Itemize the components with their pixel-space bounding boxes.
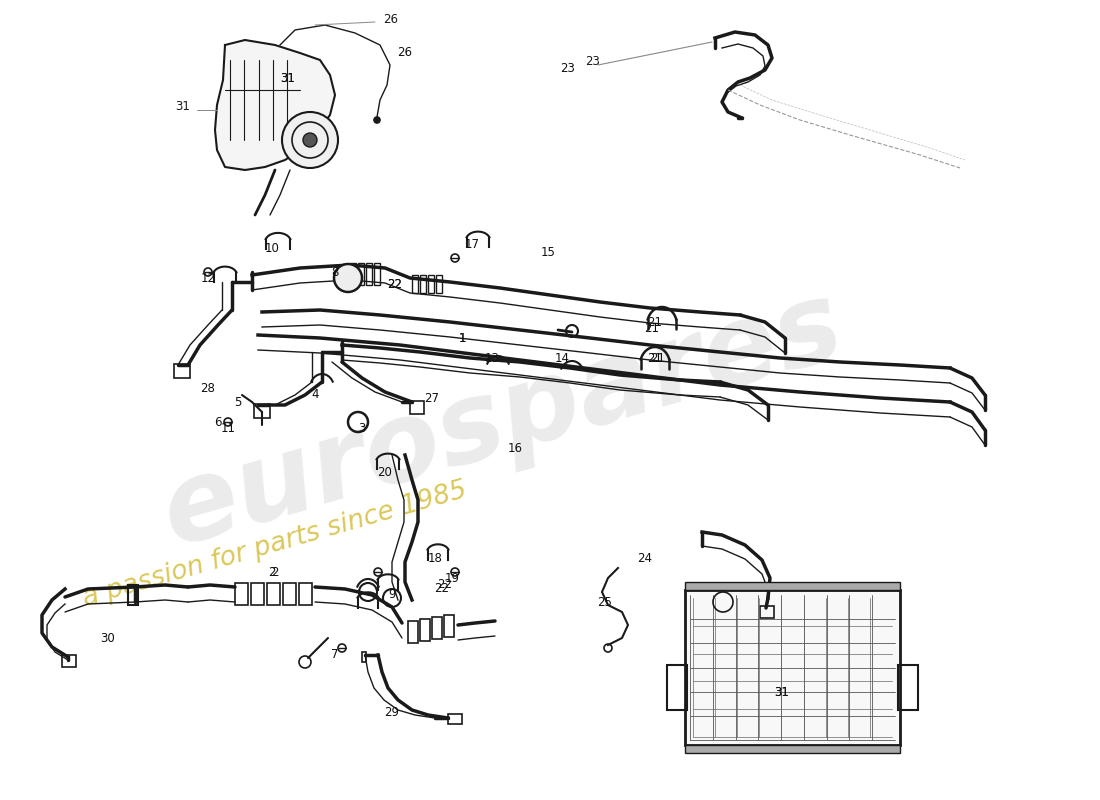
Text: a passion for parts since 1985: a passion for parts since 1985 <box>80 478 470 612</box>
Text: 21: 21 <box>650 351 666 365</box>
Bar <box>366 263 372 285</box>
Bar <box>283 583 296 605</box>
Text: 22: 22 <box>387 278 403 291</box>
Bar <box>685 745 900 753</box>
Text: 27: 27 <box>425 391 440 405</box>
Bar <box>412 275 418 293</box>
Text: 28: 28 <box>200 382 216 394</box>
Text: eurospares: eurospares <box>150 272 855 568</box>
Text: 26: 26 <box>383 13 398 26</box>
Text: 1: 1 <box>459 331 465 345</box>
Bar <box>251 583 264 605</box>
Text: 30: 30 <box>100 631 116 645</box>
Text: 21: 21 <box>648 315 662 329</box>
Text: 23: 23 <box>585 55 600 68</box>
Text: 3: 3 <box>359 422 365 434</box>
Text: 4: 4 <box>311 389 319 402</box>
Text: 31: 31 <box>175 100 190 113</box>
Bar <box>760 606 774 618</box>
Bar <box>254 404 270 418</box>
Text: 16: 16 <box>507 442 522 454</box>
Bar <box>358 263 364 285</box>
Text: 5: 5 <box>234 395 242 409</box>
Bar <box>667 665 688 710</box>
Text: 20: 20 <box>377 466 393 478</box>
Bar <box>420 275 426 293</box>
Bar <box>898 665 918 710</box>
Bar <box>420 619 430 641</box>
Circle shape <box>282 112 338 168</box>
Bar <box>350 263 356 285</box>
Text: 15: 15 <box>540 246 556 258</box>
Bar <box>128 585 138 605</box>
Circle shape <box>334 264 362 292</box>
Bar <box>174 364 190 378</box>
Circle shape <box>374 117 379 123</box>
Bar <box>362 652 366 662</box>
Text: 31: 31 <box>774 686 790 698</box>
Bar <box>299 583 312 605</box>
Circle shape <box>302 133 317 147</box>
Text: 25: 25 <box>597 595 613 609</box>
Text: 31: 31 <box>280 71 296 85</box>
Text: 26: 26 <box>397 46 412 58</box>
Text: 11: 11 <box>220 422 235 434</box>
Bar <box>267 583 280 605</box>
Bar <box>432 617 442 639</box>
Text: 8: 8 <box>331 266 339 278</box>
Polygon shape <box>214 40 336 170</box>
Bar <box>685 582 900 590</box>
Text: 14: 14 <box>554 351 570 365</box>
Text: 2: 2 <box>268 566 276 578</box>
Text: 22: 22 <box>438 578 452 591</box>
Text: 23: 23 <box>561 62 575 74</box>
Text: 31: 31 <box>774 686 790 698</box>
Text: 2: 2 <box>272 566 278 578</box>
Text: 18: 18 <box>428 551 442 565</box>
Text: 10: 10 <box>265 242 279 254</box>
Bar <box>408 621 418 643</box>
Text: 19: 19 <box>444 571 460 585</box>
Text: 12: 12 <box>200 271 216 285</box>
Text: 17: 17 <box>464 238 480 251</box>
Bar <box>62 655 76 667</box>
Text: 22: 22 <box>387 278 403 291</box>
Text: 7: 7 <box>331 649 339 662</box>
Text: 9: 9 <box>388 589 396 602</box>
Bar <box>690 595 895 740</box>
Text: 21: 21 <box>648 351 662 365</box>
Bar <box>374 263 379 285</box>
Text: 31: 31 <box>280 71 296 85</box>
Text: 1: 1 <box>459 331 465 345</box>
Bar <box>685 590 900 745</box>
Text: 13: 13 <box>485 351 499 365</box>
Text: 21: 21 <box>645 322 660 334</box>
Bar <box>428 275 435 293</box>
Text: 24: 24 <box>638 551 652 565</box>
Text: 22: 22 <box>434 582 450 594</box>
Bar <box>235 583 248 605</box>
Text: 6: 6 <box>214 415 222 429</box>
Bar <box>444 615 454 637</box>
Bar <box>436 275 442 293</box>
Bar <box>410 401 424 414</box>
Bar <box>448 714 462 724</box>
Text: 29: 29 <box>385 706 399 718</box>
